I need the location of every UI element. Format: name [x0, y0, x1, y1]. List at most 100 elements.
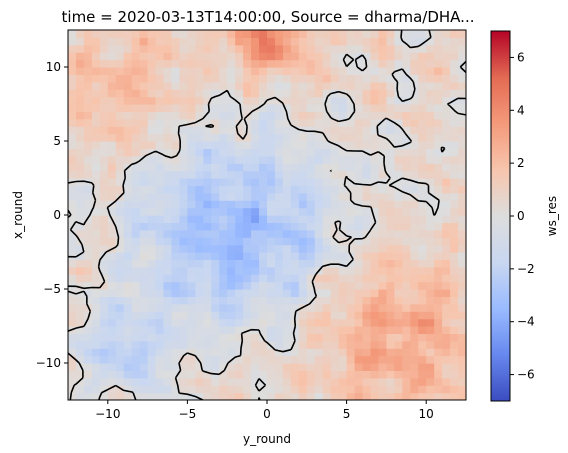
- heatmap-cell: [402, 185, 411, 194]
- heatmap-cell: [251, 192, 260, 201]
- heatmap-cell: [139, 348, 149, 357]
- heatmap-cell: [306, 333, 316, 342]
- heatmap-cell: [227, 266, 236, 275]
- heatmap-cell: [259, 59, 268, 68]
- heatmap-cell: [259, 281, 268, 290]
- heatmap-cell: [179, 215, 188, 223]
- heatmap-cell: [243, 44, 252, 53]
- heatmap-cell: [354, 89, 364, 98]
- heatmap-cell: [99, 192, 109, 201]
- heatmap-cell: [402, 89, 411, 98]
- heatmap-cell: [410, 141, 419, 149]
- heatmap-cell: [450, 192, 459, 201]
- heatmap-cell: [426, 215, 435, 223]
- heatmap-cell: [314, 148, 324, 157]
- heatmap-cell: [107, 81, 117, 90]
- heatmap-cell: [163, 348, 173, 357]
- heatmap-cell: [163, 126, 173, 135]
- heatmap-cell: [123, 200, 133, 209]
- heatmap-cell: [235, 141, 244, 149]
- heatmap-cell: [99, 281, 109, 290]
- heatmap-cell: [290, 207, 300, 216]
- heatmap-cell: [179, 318, 188, 327]
- heatmap-cell: [386, 215, 395, 223]
- heatmap-cell: [450, 363, 459, 371]
- heatmap-cell: [410, 170, 419, 179]
- heatmap-cell: [115, 363, 125, 371]
- heatmap-cell: [203, 104, 212, 112]
- heatmap-cell: [91, 377, 101, 386]
- heatmap-cell: [195, 281, 204, 290]
- heatmap-cell: [378, 355, 387, 364]
- heatmap-cell: [147, 274, 157, 283]
- heatmap-cell: [386, 259, 395, 268]
- heatmap-cell: [330, 340, 340, 349]
- heatmap-cell: [91, 355, 101, 364]
- heatmap-cell: [163, 67, 173, 75]
- heatmap-cell: [338, 326, 348, 334]
- heatmap-cell: [370, 192, 380, 201]
- heatmap-cell: [394, 118, 403, 127]
- heatmap-cell: [115, 340, 125, 349]
- heatmap-cell: [314, 244, 324, 253]
- heatmap-cell: [115, 155, 125, 164]
- heatmap-cell: [243, 148, 252, 157]
- heatmap-cell: [370, 333, 380, 342]
- heatmap-cell: [418, 104, 427, 112]
- heatmap-cell: [259, 111, 268, 120]
- heatmap-cell: [290, 274, 300, 283]
- heatmap-cell: [338, 303, 348, 312]
- colorbar-tick-label: −4: [517, 315, 535, 329]
- heatmap-cell: [346, 200, 356, 209]
- heatmap-cell: [386, 52, 395, 61]
- heatmap-cell: [171, 96, 181, 105]
- heatmap-cell: [243, 244, 252, 253]
- heatmap-cell: [322, 370, 332, 379]
- heatmap-cell: [235, 333, 244, 342]
- heatmap-cell: [314, 192, 324, 201]
- heatmap-cell: [274, 355, 284, 364]
- heatmap-cell: [75, 155, 85, 164]
- heatmap-cell: [91, 126, 101, 135]
- heatmap-cell: [267, 200, 276, 209]
- heatmap-cell: [290, 111, 300, 120]
- heatmap-cell: [195, 274, 204, 283]
- heatmap-cell: [418, 207, 427, 216]
- heatmap-cell: [282, 133, 292, 142]
- heatmap-cell: [187, 385, 196, 394]
- heatmap-cell: [450, 111, 459, 120]
- heatmap-cell: [267, 44, 276, 53]
- heatmap-cell: [394, 170, 403, 179]
- heatmap-cell: [179, 311, 188, 320]
- heatmap-cell: [450, 266, 459, 275]
- heatmap-cell: [227, 229, 236, 238]
- heatmap-cell: [243, 222, 252, 231]
- heatmap-cell: [442, 348, 451, 357]
- heatmap-cell: [314, 348, 324, 357]
- heatmap-cell: [426, 363, 435, 371]
- heatmap-cell: [99, 148, 109, 157]
- heatmap-cell: [378, 215, 387, 223]
- heatmap-cell: [259, 141, 268, 149]
- heatmap-cell: [75, 67, 85, 75]
- heatmap-cell: [442, 178, 451, 186]
- heatmap-cell: [362, 392, 372, 400]
- heatmap-cell: [282, 252, 292, 260]
- heatmap-cell: [298, 274, 308, 283]
- heatmap-cell: [211, 81, 220, 90]
- heatmap-cell: [314, 111, 324, 120]
- heatmap-cell: [426, 385, 435, 394]
- heatmap-cell: [267, 311, 276, 320]
- heatmap-cell: [394, 133, 403, 142]
- heatmap-cell: [386, 318, 395, 327]
- heatmap-cell: [378, 89, 387, 98]
- heatmap-cell: [163, 244, 173, 253]
- heatmap-cell: [235, 148, 244, 157]
- heatmap-cell: [227, 104, 236, 112]
- heatmap-cell: [227, 392, 236, 400]
- heatmap-cell: [450, 104, 459, 112]
- heatmap-cell: [330, 133, 340, 142]
- heatmap-cell: [346, 363, 356, 371]
- heatmap-cell: [187, 59, 196, 68]
- heatmap-cell: [298, 296, 308, 305]
